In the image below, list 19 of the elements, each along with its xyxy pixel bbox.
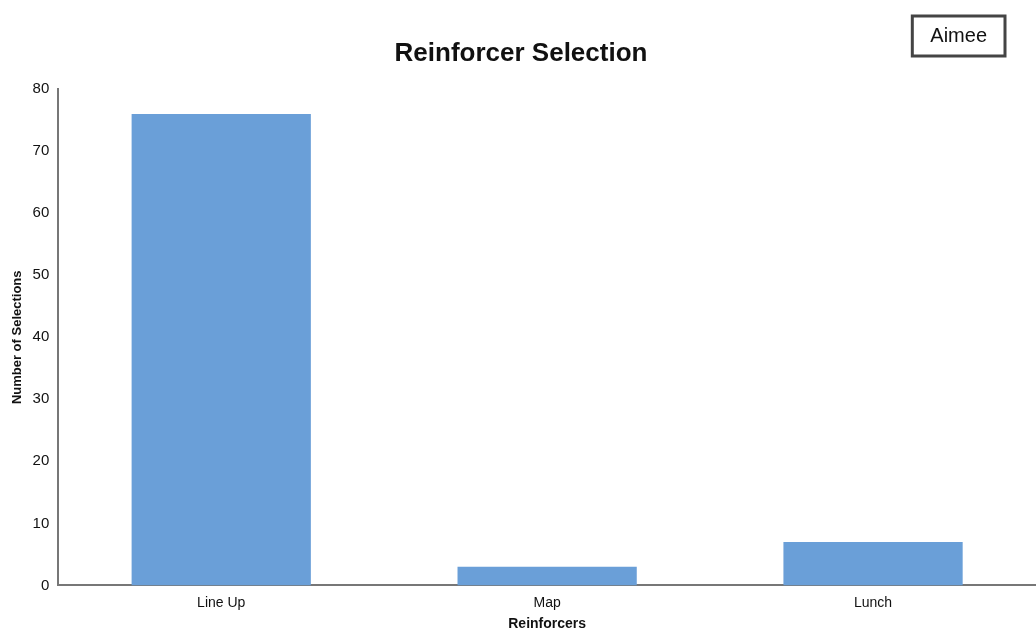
y-tick-label: 60 [32,203,50,221]
y-tick-label: 40 [32,327,50,345]
x-tick-label: Map [533,593,561,610]
y-tick-label: 10 [32,513,50,531]
y-tick-label: 80 [32,79,50,97]
y-tick-label: 20 [32,451,50,469]
x-tick-label: Line Up [197,593,246,610]
bar [457,566,637,586]
y-tick-label: 50 [32,265,50,283]
chart-title: Reinforcer Selection [394,36,648,67]
bar [783,541,963,586]
text: Aimee [930,23,988,46]
x-tick-label: Lunch [853,593,893,610]
y-tick-label: 70 [32,141,50,159]
y-tick-label: 0 [40,575,50,593]
x-axis-title: Reinforcers [508,615,587,632]
y-tick-label: 30 [32,389,50,407]
bar [131,114,311,586]
y-axis-title: Number of Selections [9,270,25,405]
